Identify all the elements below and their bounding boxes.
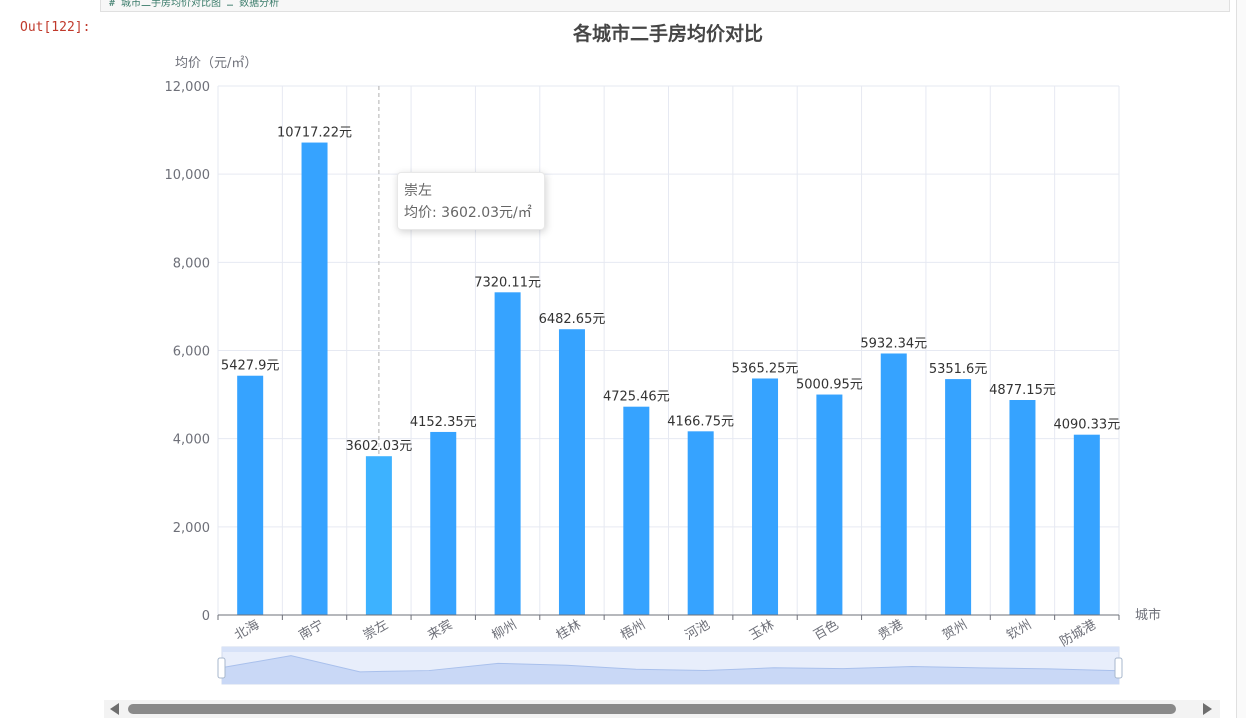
tooltip-value: 均价: 3602.03元/㎡: [404, 205, 532, 221]
zoom-handle-right[interactable]: [1114, 657, 1123, 679]
x-axis-label: 城市: [1135, 607, 1161, 623]
data-zoom-slider[interactable]: [217, 646, 1123, 685]
y-tick-label: 8,000: [173, 256, 210, 271]
y-tick-label: 2,000: [173, 521, 210, 536]
zoom-selected-bar: [222, 647, 1119, 652]
bar-value-label: 6482.65元: [539, 312, 606, 327]
bar: [430, 431, 457, 615]
x-tick-label: 崇左: [361, 617, 391, 643]
notebook-right-edge: [1236, 0, 1246, 718]
x-tick-label: 百色: [811, 617, 842, 644]
x-tick-label: 南宁: [296, 617, 327, 644]
bars-layer: [237, 142, 1100, 615]
y-tick-label: 4,000: [173, 433, 210, 448]
bar: [558, 329, 585, 615]
bar-value-label: 5351.6元: [929, 362, 988, 377]
bar-value-label: 5365.25元: [732, 361, 799, 376]
bar-value-label: 10717.22元: [277, 126, 352, 141]
bar: [816, 394, 843, 615]
chart-title: 各城市二手房均价对比: [572, 22, 763, 45]
x-tick-label: 玉林: [747, 617, 777, 643]
y-tick-label: 0: [202, 609, 210, 624]
chart-tooltip: 崇左 均价: 3602.03元/㎡: [397, 172, 545, 230]
bar-value-label: 4877.15元: [989, 383, 1056, 398]
zoom-handle-left[interactable]: [217, 657, 226, 679]
bar: [687, 431, 714, 615]
x-tick-label: 贺州: [940, 617, 970, 643]
x-tick-label: 北海: [232, 617, 262, 643]
zoom-preview-line: [221, 655, 1120, 673]
bar-value-label: 5427.9元: [221, 359, 280, 374]
bar: [301, 142, 328, 615]
bar: [365, 456, 392, 615]
y-tick-label: 6,000: [173, 345, 210, 360]
bar: [752, 378, 779, 615]
bar: [945, 379, 972, 615]
tooltip-city: 崇左: [404, 183, 432, 199]
bar-value-label: 5000.95元: [796, 378, 863, 393]
scroll-left-arrow-icon[interactable]: [110, 703, 119, 715]
bar-value-label: 4166.75元: [667, 414, 734, 429]
y-tick-label: 12,000: [165, 80, 211, 95]
x-tick-label: 来宾: [425, 617, 456, 644]
bar: [880, 353, 907, 615]
output-prompt: Out[122]:: [20, 20, 91, 35]
x-tick-label: 河池: [683, 617, 713, 643]
y-tick-label: 10,000: [165, 168, 211, 183]
previous-code-cell: # 城市二手房均价对比图 … 数据分析: [100, 0, 1230, 12]
x-tick-label: 贵港: [876, 617, 906, 643]
grid-layer: [217, 85, 1120, 615]
code-text: # 城市二手房均价对比图 … 数据分析: [109, 0, 280, 9]
bar-value-label: 7320.11元: [474, 275, 541, 290]
scrollbar-thumb[interactable]: [128, 704, 1176, 714]
x-tick-label: 柳州: [490, 617, 520, 643]
bar-value-label: 5932.34元: [860, 336, 927, 351]
bar: [1009, 399, 1036, 615]
scroll-right-arrow-icon[interactable]: [1203, 703, 1212, 715]
x-tick-label: 防城港: [1057, 617, 1099, 650]
bar: [237, 375, 264, 615]
bar: [1073, 434, 1100, 615]
bar-chart: 各城市二手房均价对比 均价（元/㎡） 城市 5427.9元 10717.22元 36…: [165, 22, 1161, 685]
x-tick-label: 梧州: [618, 617, 648, 643]
bar-value-label: 4725.46元: [603, 390, 670, 405]
bar-value-label: 4090.33元: [1053, 418, 1120, 433]
y-axis-label: 均价（元/㎡）: [175, 56, 257, 71]
bar: [494, 292, 521, 615]
bar-value-label: 3602.03元: [346, 439, 413, 454]
bar-value-label: 4152.35元: [410, 415, 477, 430]
data-labels-layer: 5427.9元 10717.22元 3602.03元 4152.35元 7320.11元…: [221, 126, 1120, 455]
horizontal-scrollbar[interactable]: [104, 700, 1220, 718]
zoom-preview-area: [222, 655, 1119, 684]
x-tick-label: 钦州: [1004, 617, 1034, 643]
bar: [623, 406, 650, 615]
x-tick-label: 桂林: [554, 617, 584, 643]
